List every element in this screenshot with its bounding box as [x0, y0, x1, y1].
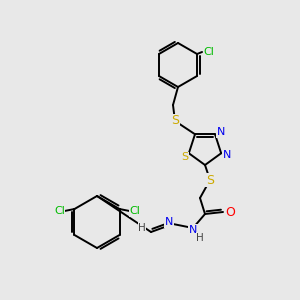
Text: S: S [181, 152, 188, 162]
Text: N: N [189, 225, 197, 235]
Text: N: N [223, 150, 231, 160]
Text: N: N [165, 217, 173, 227]
Text: H: H [138, 223, 146, 233]
Text: O: O [225, 206, 235, 218]
Text: S: S [171, 115, 179, 128]
Text: Cl: Cl [204, 47, 214, 57]
Text: Cl: Cl [54, 206, 65, 216]
Text: H: H [196, 233, 204, 243]
Text: Cl: Cl [129, 206, 140, 216]
Text: N: N [217, 127, 225, 137]
Text: S: S [206, 173, 214, 187]
